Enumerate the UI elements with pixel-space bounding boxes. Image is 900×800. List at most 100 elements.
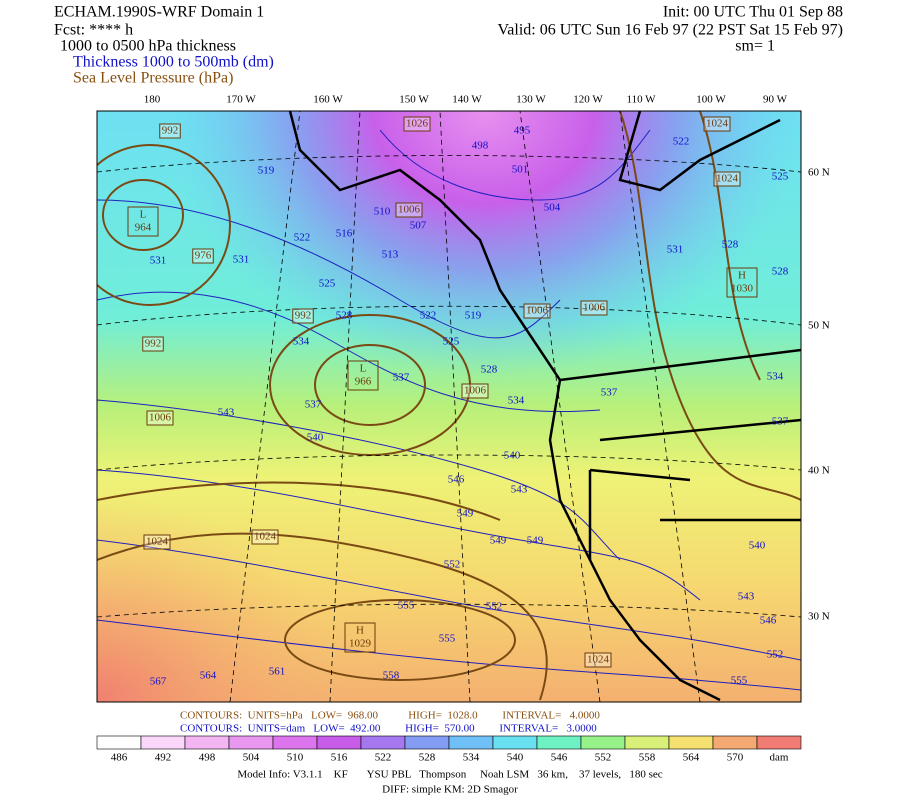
latitude-label: 30 N: [808, 611, 830, 623]
colorbar-swatch: [272, 735, 318, 750]
center-letter: L: [360, 363, 367, 375]
thickness-label: 534: [508, 395, 525, 407]
thickness-label: 549: [527, 535, 544, 547]
pressure-label: 1024: [587, 654, 610, 666]
colorbar-swatch: [316, 735, 362, 750]
coastlines: [288, 111, 801, 702]
colorbar-label: 558: [639, 752, 656, 764]
pressure-label: 992: [145, 338, 162, 350]
thickness-label: 537: [601, 387, 618, 399]
colorbar-swatch: [756, 735, 802, 750]
model-info: Model Info: V3.1.1 KF YSU PBL Thompson N…: [237, 769, 662, 781]
colorbar-swatch: [184, 735, 230, 750]
longitude-label: 90 W: [763, 94, 788, 106]
pressure-label: 1024: [146, 536, 169, 548]
thickness-label: 543: [218, 407, 235, 419]
colorbar-label: 498: [199, 752, 216, 764]
longitude-label: 180: [144, 94, 161, 106]
colorbar-label: 534: [463, 752, 480, 764]
colorbar-label: 504: [243, 752, 260, 764]
colorbar-label: 486: [111, 752, 128, 764]
thickness-label: 513: [382, 249, 399, 261]
pressure-label: 1006: [526, 305, 549, 317]
thickness-label: 549: [490, 535, 507, 547]
thickness-label: 537: [393, 372, 410, 384]
thickness-label: 552: [767, 649, 784, 661]
colorbar-label: 570: [727, 752, 744, 764]
pressure-label-box: [584, 652, 612, 668]
colorbar-swatch: [448, 735, 494, 750]
longitude-label: 160 W: [313, 94, 343, 106]
thickness-label: 525: [319, 278, 336, 290]
thickness-label: 561: [269, 666, 286, 678]
colorbar-label: 516: [331, 752, 348, 764]
pressure-label: 992: [162, 125, 179, 137]
thickness-label: 543: [738, 591, 755, 603]
center-value: 966: [355, 376, 372, 388]
colorbar-swatch: [140, 735, 186, 750]
thickness-label: 507: [410, 220, 427, 232]
thickness-label: 504: [544, 202, 561, 214]
thickness-label: 546: [760, 615, 777, 627]
pressure-label-box: [403, 116, 431, 132]
pressure-label-box: [143, 534, 171, 550]
colorbar-swatch: [228, 735, 274, 750]
colorbar-label: 528: [419, 752, 436, 764]
pressure-label-box: [251, 529, 279, 545]
thickness-label: 531: [233, 254, 250, 266]
thickness-label: 510: [374, 206, 391, 218]
thickness-label: 519: [258, 165, 275, 177]
thickness-label: 567: [150, 676, 167, 688]
latitude-label: 60 N: [808, 167, 830, 179]
thickness-label: 564: [200, 670, 217, 682]
thickness-label: 543: [511, 484, 528, 496]
colorbar-unit: dam: [770, 752, 789, 764]
pressure-label-box: [142, 336, 164, 352]
center-value: 1029: [349, 638, 372, 650]
center-value: 964: [135, 222, 152, 234]
pressure-label-box: [580, 300, 608, 316]
pressure-label: 1024: [706, 118, 729, 130]
pressure-label-box: [395, 202, 423, 218]
colorbar-swatch: [404, 735, 450, 750]
thickness-label: 540: [307, 432, 324, 444]
map-field: [97, 111, 801, 702]
longitude-label: 110 W: [626, 94, 656, 106]
thickness-legend: Thickness 1000 to 500mb (dm): [73, 54, 274, 71]
thickness-label: 549: [457, 508, 474, 520]
thickness-label: 531: [150, 255, 167, 267]
thickness-label: 534: [293, 336, 310, 348]
pressure-label: 1006: [583, 302, 606, 314]
thickness-label: 528: [772, 266, 789, 278]
thickness-label: 528: [336, 310, 353, 322]
thickness-label: 516: [336, 228, 353, 240]
pressure-label: 1026: [406, 118, 429, 130]
diff-info: DIFF: simple KM: 2D Smagor: [382, 784, 518, 796]
field-name: 1000 to 0500 hPa thickness: [60, 38, 236, 55]
thickness-label: 552: [486, 601, 503, 613]
smoothing: sm= 1: [735, 38, 775, 55]
thickness-label: 546: [448, 474, 465, 486]
thickness-label: 522: [673, 136, 690, 148]
valid-time: Valid: 06 UTC Sun 16 Feb 97 (22 PST Sat …: [498, 22, 844, 39]
pressure-label: 1006: [464, 385, 487, 397]
thickness-label: 534: [767, 371, 784, 383]
thickness-label: 528: [722, 239, 739, 251]
thickness-label: 522: [420, 310, 437, 322]
colorbar-label: 492: [155, 752, 172, 764]
pressure-label: 1024: [716, 173, 739, 185]
thickness-label: 531: [667, 244, 684, 256]
colorbar-label: 540: [507, 752, 524, 764]
model-title: ECHAM.1990S-WRF Domain 1: [54, 4, 264, 21]
longitude-label: 170 W: [226, 94, 256, 106]
forecast-hour: Fcst: **** h: [54, 22, 133, 39]
pressure-label: 1024: [254, 531, 277, 543]
pressure-legend: Sea Level Pressure (hPa): [73, 70, 233, 87]
longitude-label: 120 W: [573, 94, 603, 106]
pressure-label-box: [461, 383, 489, 399]
colorbar-swatch: [712, 735, 758, 750]
thickness-label: 522: [294, 232, 311, 244]
colorbar-swatch: [360, 735, 406, 750]
colorbar-label: 564: [683, 752, 700, 764]
longitude-label: 130 W: [516, 94, 546, 106]
